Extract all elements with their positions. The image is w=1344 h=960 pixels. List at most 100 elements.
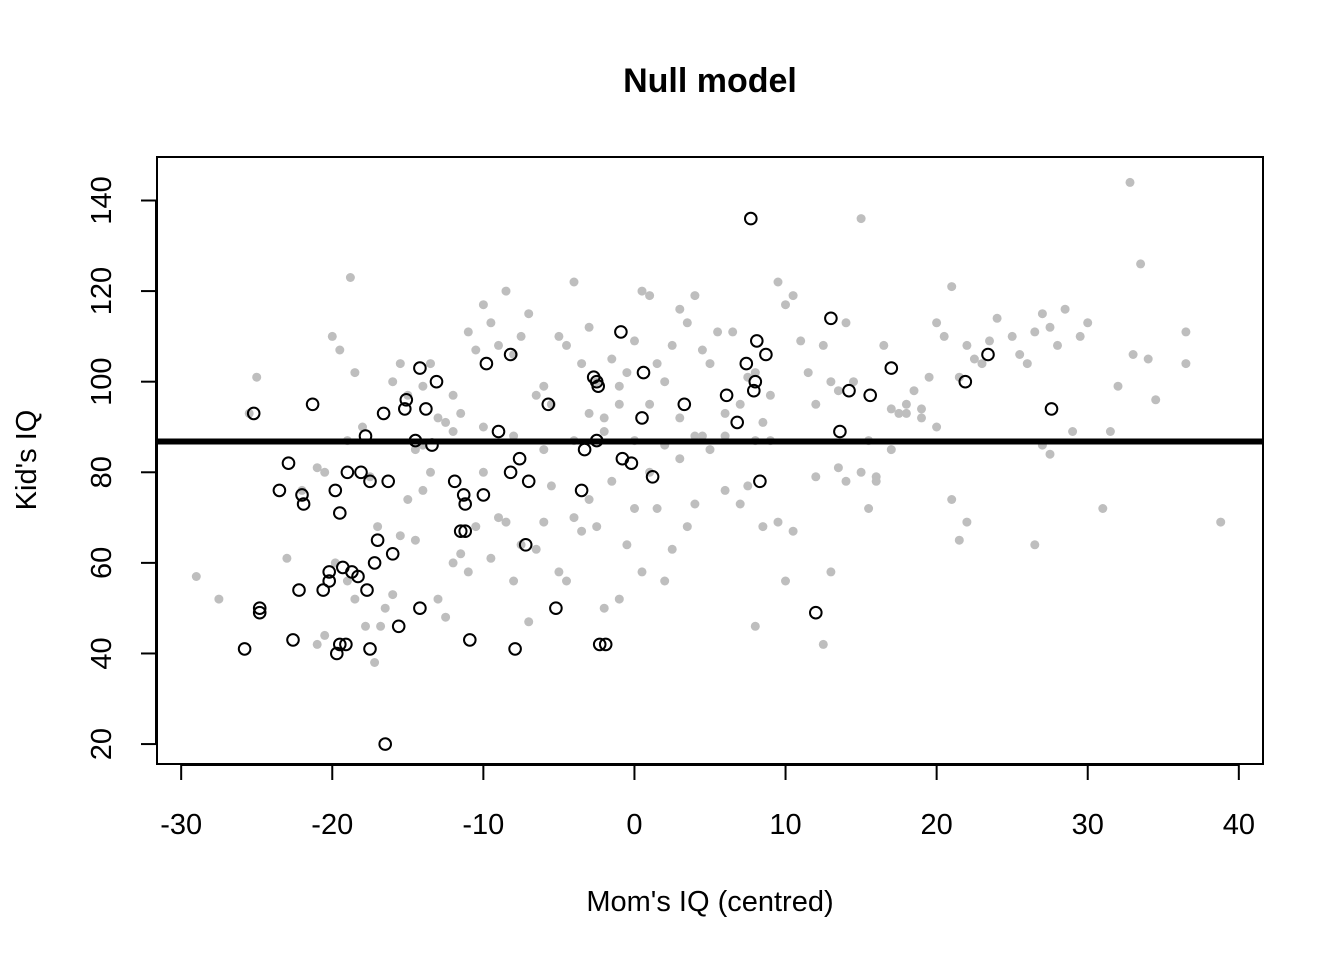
grey-data-point-96 [992,313,1002,323]
open-data-point-28 [367,556,382,570]
grey-data-point-151 [562,576,571,586]
open-data-point-15 [330,646,344,661]
y-tick-label: 60 [86,547,118,579]
grey-data-point-74 [826,377,836,387]
open-data-point-70 [624,456,639,471]
open-data-point-16 [333,637,347,652]
grey-data-point-114 [1143,354,1153,364]
grey-data-point-71 [803,368,813,378]
open-data-point-67 [598,637,613,652]
open-data-point-52 [503,347,518,362]
grey-data-point-107 [1083,318,1093,328]
grey-data-point-157 [607,476,617,486]
grey-data-point-106 [1075,331,1085,341]
grey-data-point-72 [811,399,821,409]
grey-data-point-156 [599,603,609,613]
open-data-point-73 [645,470,660,484]
grey-data-point-40 [569,277,579,287]
grey-data-point-146 [524,617,534,627]
grey-data-point-204 [690,431,700,441]
x-tick-label: -30 [160,809,202,841]
x-tick-label: -20 [311,809,353,841]
grey-data-point-69 [788,291,798,301]
grey-data-point-78 [856,214,866,224]
grey-data-point-6 [320,467,330,477]
grey-data-point-82 [886,404,896,414]
grey-data-point-130 [403,495,413,504]
grey-data-point-76 [841,318,851,328]
grey-data-point-193 [954,535,964,545]
grey-data-point-41 [577,359,587,369]
open-data-point-54 [508,642,522,656]
grey-data-point-211 [675,413,685,423]
grey-data-point-118 [1216,517,1226,527]
open-data-point-14 [328,483,343,498]
open-data-point-43 [447,474,462,489]
open-data-point-90 [958,374,973,389]
grey-data-point-177 [773,517,783,527]
grey-data-point-17 [395,359,405,369]
grey-data-point-39 [562,340,571,350]
grey-data-point-3 [244,408,254,418]
x-tick-label: 30 [1072,809,1104,841]
grey-data-point-165 [667,544,677,554]
open-data-point-51 [491,424,506,439]
open-data-point-72 [636,365,651,380]
x-tick-label: 0 [626,809,642,841]
grey-data-point-197 [1045,449,1055,459]
grey-data-point-210 [645,399,655,409]
grey-data-point-205 [720,431,730,441]
plot-frame [156,156,1264,765]
grey-data-point-84 [901,399,911,409]
open-data-point-8 [295,488,309,502]
grey-data-point-47 [622,368,632,378]
open-data-point-0 [237,642,252,656]
grey-data-point-73 [818,340,828,350]
grey-data-point-22 [433,413,443,423]
grey-data-point-141 [486,553,496,563]
open-data-point-38 [413,361,427,375]
grey-data-point-166 [675,454,685,464]
grey-data-point-24 [448,390,458,400]
open-data-point-91 [981,347,995,362]
grey-data-point-158 [614,594,624,604]
open-data-point-61 [577,442,592,457]
open-data-point-27 [363,642,377,656]
grey-data-point-53 [667,340,677,350]
open-data-point-39 [413,601,427,616]
y-tick-label: 100 [86,358,118,406]
open-data-point-83 [759,347,773,362]
grey-data-point-115 [1151,395,1161,405]
open-data-point-68 [614,325,628,339]
grey-data-point-19 [410,445,420,455]
grey-data-point-189 [901,408,911,418]
grey-data-point-119 [297,485,307,495]
grey-data-point-191 [932,422,942,432]
grey-data-point-10 [345,273,355,282]
grey-data-point-35 [531,390,541,400]
grey-data-point-126 [370,658,380,667]
grey-data-point-109 [1105,427,1115,436]
open-data-point-59 [549,601,563,616]
grey-data-point-178 [781,576,790,586]
open-data-point-36 [399,393,414,407]
grey-data-point-213 [584,408,594,418]
grey-data-point-57 [697,345,707,355]
open-data-point-33 [385,547,400,561]
grey-data-point-34 [524,309,534,319]
open-data-point-55 [512,451,527,466]
open-data-point-19 [339,637,353,652]
open-data-point-30 [376,406,391,421]
grey-data-point-44 [599,413,609,423]
grey-data-point-25 [456,408,466,418]
grey-data-point-30 [494,340,503,350]
grey-data-point-194 [962,517,972,527]
grey-data-point-212 [614,399,624,409]
grey-data-point-152 [569,513,579,523]
open-data-point-5 [281,456,296,471]
open-data-point-77 [739,356,754,371]
grey-data-point-83 [894,408,904,418]
grey-data-point-77 [849,377,858,387]
grey-data-point-170 [705,445,715,455]
open-data-point-9 [296,497,311,511]
